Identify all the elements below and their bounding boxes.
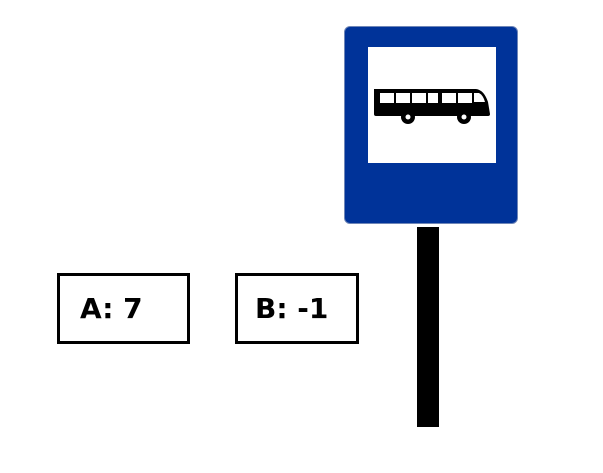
label-a-text: A: 7 [80, 291, 143, 325]
label-a-box: A: 7 [57, 273, 190, 344]
bus-icon [374, 89, 490, 124]
sign-pole [417, 227, 439, 427]
label-b-text: B: -1 [255, 291, 329, 325]
label-b-box: B: -1 [235, 273, 359, 344]
